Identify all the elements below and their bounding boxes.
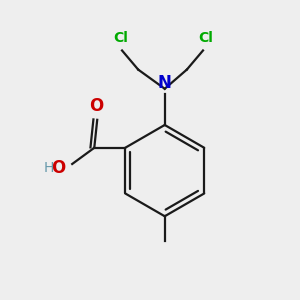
- Text: N: N: [158, 74, 172, 92]
- Text: O: O: [89, 97, 103, 115]
- Text: Cl: Cl: [113, 31, 128, 45]
- Text: O: O: [52, 159, 66, 177]
- Text: H: H: [44, 161, 54, 176]
- Text: Cl: Cl: [198, 31, 213, 45]
